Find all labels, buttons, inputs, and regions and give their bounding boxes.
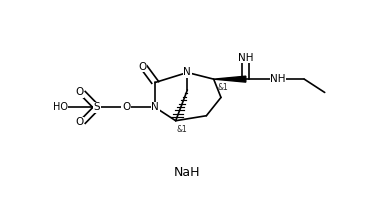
Text: N: N	[184, 67, 191, 78]
Text: N: N	[151, 102, 159, 112]
Text: &1: &1	[217, 83, 228, 92]
Text: O: O	[75, 117, 83, 127]
Text: &1: &1	[176, 125, 187, 134]
Text: O: O	[122, 102, 130, 112]
Text: HO: HO	[52, 102, 67, 112]
Text: NH: NH	[270, 74, 286, 84]
Text: NaH: NaH	[174, 166, 201, 179]
Polygon shape	[214, 76, 246, 82]
Text: O: O	[75, 87, 83, 97]
Text: O: O	[138, 62, 146, 72]
Text: NH: NH	[238, 52, 254, 62]
Text: S: S	[93, 102, 100, 112]
